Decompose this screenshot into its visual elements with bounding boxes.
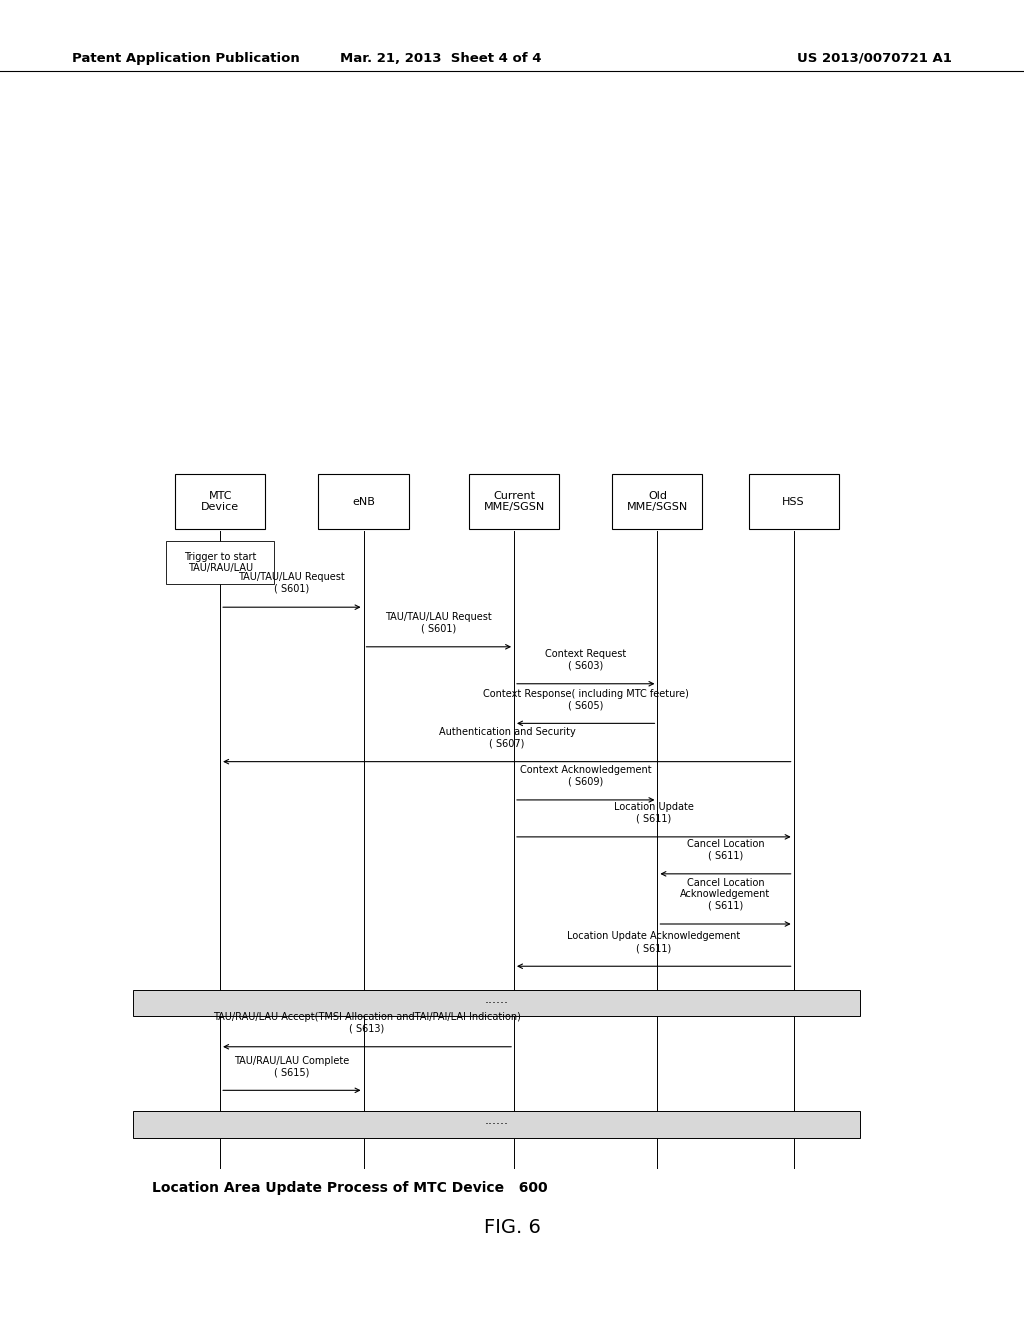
Bar (175, 474, 265, 529)
Text: Current
MME/SGSN: Current MME/SGSN (483, 491, 545, 512)
Text: Context Response( including MTC feeture)
( S605): Context Response( including MTC feeture)… (482, 689, 689, 710)
Text: Cancel Location
( S611): Cancel Location ( S611) (687, 840, 764, 861)
Text: ······: ······ (484, 1118, 509, 1131)
Bar (166, 541, 274, 583)
Text: Authentication and Security
( S607): Authentication and Security ( S607) (438, 727, 575, 748)
Text: eNB: eNB (352, 496, 375, 507)
Text: Context Acknowledgement
( S609): Context Acknowledgement ( S609) (520, 766, 651, 787)
Text: Cancel Location
Acknowledgement
( S611): Cancel Location Acknowledgement ( S611) (680, 878, 771, 911)
Text: Location Update
( S611): Location Update ( S611) (613, 803, 694, 824)
Text: TAU/TAU/LAU Request
( S601): TAU/TAU/LAU Request ( S601) (239, 573, 345, 594)
Text: Patent Application Publication: Patent Application Publication (72, 51, 299, 65)
Bar (612, 474, 702, 529)
Text: Mar. 21, 2013  Sheet 4 of 4: Mar. 21, 2013 Sheet 4 of 4 (340, 51, 541, 65)
Text: TAU/RAU/LAU Accept(TMSI Allocation andTAI/PAI/LAI Indication)
( S613): TAU/RAU/LAU Accept(TMSI Allocation andTA… (213, 1012, 521, 1034)
Text: Location Update Acknowledgement
( S611): Location Update Acknowledgement ( S611) (567, 932, 740, 953)
Text: Trigger to start
TAU/RAU/LAU: Trigger to start TAU/RAU/LAU (184, 552, 256, 573)
Text: Context Request
( S603): Context Request ( S603) (545, 649, 627, 671)
Text: HSS: HSS (782, 496, 805, 507)
Text: Old
MME/SGSN: Old MME/SGSN (627, 491, 688, 512)
Text: FIG. 6: FIG. 6 (483, 1218, 541, 1237)
Text: US 2013/0070721 A1: US 2013/0070721 A1 (798, 51, 952, 65)
Text: ······: ······ (484, 997, 509, 1010)
Bar (469, 474, 559, 529)
Text: TAU/RAU/LAU Complete
( S615): TAU/RAU/LAU Complete ( S615) (234, 1056, 349, 1077)
Text: Location Area Update Process of MTC Device   600: Location Area Update Process of MTC Devi… (152, 1181, 547, 1195)
Bar (133, 990, 860, 1016)
Text: TAU/TAU/LAU Request
( S601): TAU/TAU/LAU Request ( S601) (385, 612, 493, 634)
Bar (133, 1111, 860, 1138)
Text: MTC
Device: MTC Device (201, 491, 240, 512)
Bar (318, 474, 409, 529)
Bar (749, 474, 839, 529)
